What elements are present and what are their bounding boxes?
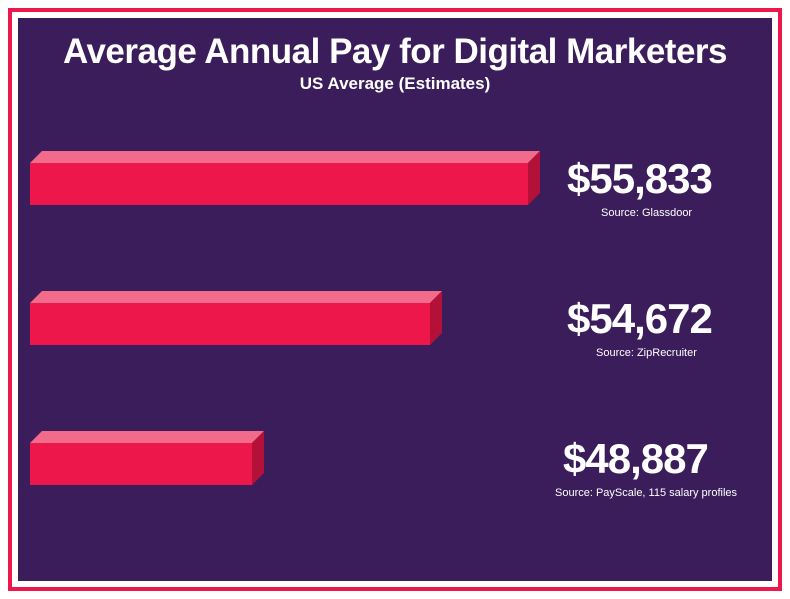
chart-subtitle: US Average (Estimates) <box>18 74 772 94</box>
chart-title: Average Annual Pay for Digital Marketers <box>18 18 772 72</box>
bar-source-label: Source: Glassdoor <box>601 207 692 219</box>
bar-source-label: Source: PayScale, 115 salary profiles <box>555 487 737 499</box>
bar-front-face <box>30 303 430 345</box>
bar-front-face <box>30 443 252 485</box>
bar-row: $48,887 Source: PayScale, 115 salary pro… <box>18 431 772 491</box>
bar-value-label: $48,887 <box>563 435 708 483</box>
bar-source-label: Source: ZipRecruiter <box>596 347 697 359</box>
bar-front-face <box>30 163 528 205</box>
bar-top-face <box>30 151 540 163</box>
chart-frame: Average Annual Pay for Digital Marketers… <box>8 8 782 591</box>
chart-panel: Average Annual Pay for Digital Marketers… <box>18 18 772 581</box>
bar-top-face <box>30 431 264 443</box>
bar-value-label: $55,833 <box>567 155 712 203</box>
bar-value-label: $54,672 <box>567 295 712 343</box>
bar-row: $54,672 Source: ZipRecruiter <box>18 291 772 351</box>
bar-top-face <box>30 291 442 303</box>
bar-row: $55,833 Source: Glassdoor <box>18 151 772 211</box>
outer-container: Average Annual Pay for Digital Marketers… <box>0 0 790 599</box>
